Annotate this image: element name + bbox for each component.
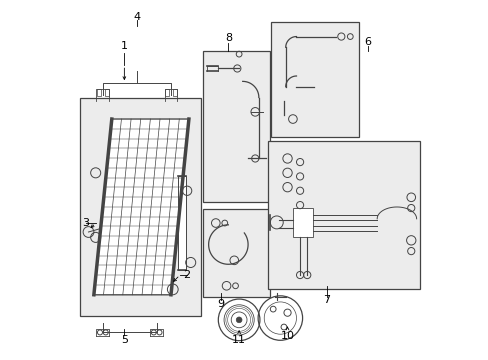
Text: 5: 5 (121, 334, 127, 345)
Bar (267, 140, 419, 289)
Bar (178, 176, 185, 270)
Text: 9: 9 (217, 299, 224, 309)
Text: 10: 10 (280, 331, 294, 341)
Bar (271, 22, 359, 137)
Bar (292, 208, 312, 237)
Text: 6: 6 (364, 37, 371, 47)
Circle shape (236, 317, 242, 323)
Text: 8: 8 (224, 33, 231, 43)
Text: 4: 4 (133, 12, 140, 22)
Bar (97, 89, 101, 96)
Bar (165, 89, 168, 96)
Bar (203, 209, 269, 297)
Text: 3: 3 (82, 218, 89, 228)
Bar (80, 98, 201, 316)
Text: 1: 1 (121, 41, 127, 50)
Bar (105, 89, 108, 96)
Text: 2: 2 (183, 270, 190, 280)
Text: 11: 11 (232, 334, 245, 345)
Bar (173, 89, 176, 96)
Text: 7: 7 (323, 295, 330, 305)
Polygon shape (94, 119, 188, 295)
Bar (203, 51, 269, 202)
